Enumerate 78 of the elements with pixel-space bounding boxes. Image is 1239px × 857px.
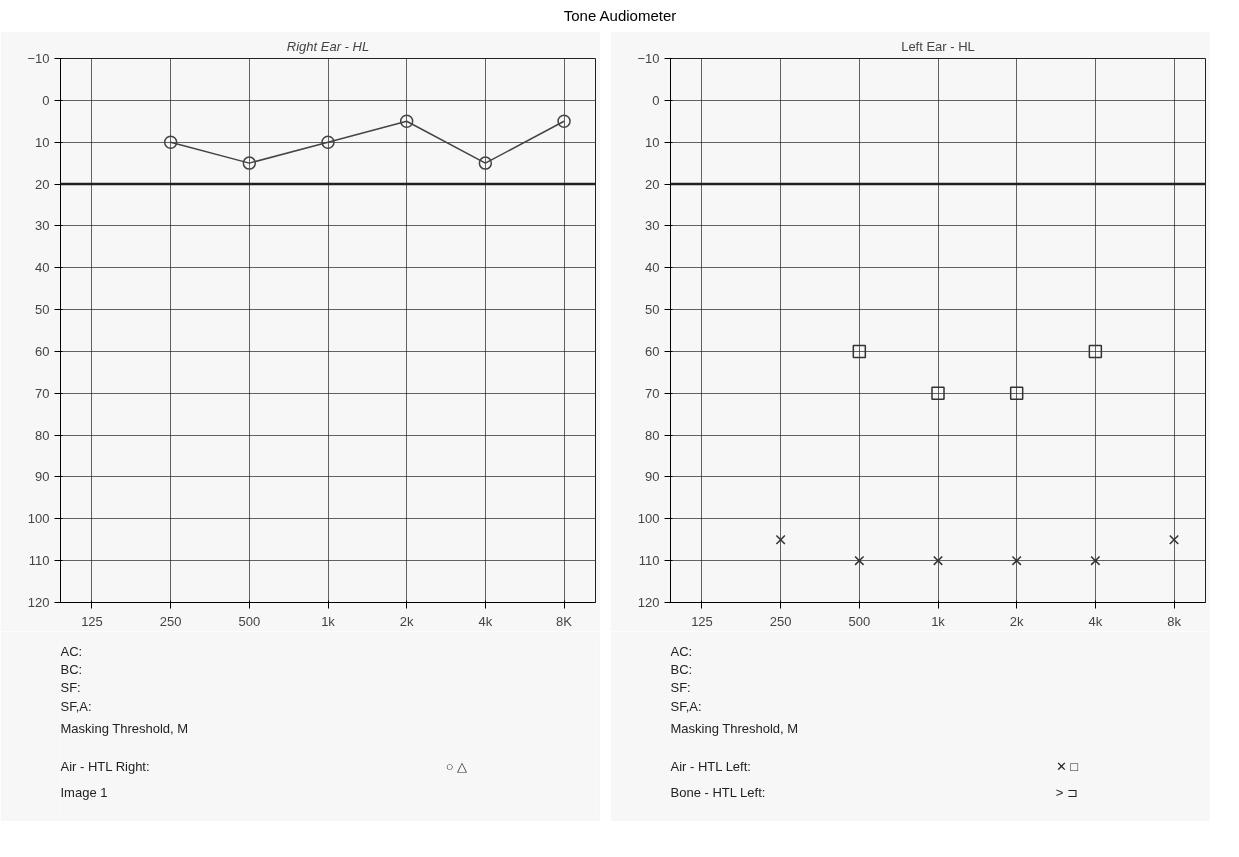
x-tick-label: 2k xyxy=(1009,613,1025,629)
y-tick-label: 10 xyxy=(645,135,660,151)
y-tick-label: 120 xyxy=(637,595,660,611)
y-tick-label: −10 xyxy=(27,51,50,67)
text: BC: xyxy=(670,662,693,678)
text: Masking Threshold, M xyxy=(60,721,189,737)
point xyxy=(933,556,943,567)
text: SF,A: xyxy=(670,699,702,715)
y-tick-label: 100 xyxy=(27,511,50,527)
text: BC: xyxy=(60,662,83,678)
y-tick-label: 0 xyxy=(42,93,50,109)
y-tick-label: 80 xyxy=(645,428,660,444)
point xyxy=(1088,345,1103,359)
y-tick-label: 100 xyxy=(637,511,660,527)
text: SF: xyxy=(670,680,691,696)
y-tick-label: 110 xyxy=(638,553,660,569)
x-tick-label: 1k xyxy=(321,613,336,629)
y-tick-label: 50 xyxy=(645,302,660,318)
point xyxy=(163,135,178,150)
text: SF: xyxy=(60,680,81,696)
y-tick-label: 20 xyxy=(35,176,50,192)
x-tick-label: 8K xyxy=(556,613,573,629)
y-tick-label: 40 xyxy=(35,260,50,276)
text: Bone - HTL Left: xyxy=(670,785,766,801)
y-tick-label: 30 xyxy=(35,218,50,234)
y-tick-label: 90 xyxy=(645,469,660,485)
y-tick-label: 10 xyxy=(35,135,50,151)
text: > ⊐ xyxy=(1055,785,1078,801)
text: ✕ □ xyxy=(1055,759,1079,775)
text: Air - HTL Left: xyxy=(670,759,751,775)
point xyxy=(321,135,335,150)
x-tick-label: 500 xyxy=(848,613,871,629)
point xyxy=(242,156,257,171)
y-tick-label: 0 xyxy=(652,93,660,109)
x-tick-label: 1k xyxy=(931,613,946,629)
y-tick-label: 60 xyxy=(645,344,660,360)
y-tick-label: 60 xyxy=(35,344,50,360)
point xyxy=(1011,556,1022,567)
point xyxy=(1090,556,1101,567)
text: AC: xyxy=(60,644,83,660)
point xyxy=(931,386,945,401)
x-tick-label: 250 xyxy=(159,613,182,629)
y-tick-label: 70 xyxy=(35,386,50,402)
x-tick-label: 125 xyxy=(81,613,103,629)
point xyxy=(852,345,867,359)
point xyxy=(478,156,493,171)
y-tick-label: 20 xyxy=(645,176,660,192)
text: Masking Threshold, M xyxy=(670,721,799,737)
x-tick-label: 125 xyxy=(691,613,713,629)
x-tick-label: 4k xyxy=(478,613,493,629)
point xyxy=(854,556,865,567)
text: Air - HTL Right: xyxy=(60,759,150,775)
y-tick-label: −10 xyxy=(637,51,660,67)
point xyxy=(1169,535,1180,546)
point xyxy=(557,114,571,129)
chart-subtitle: Right Ear - HL xyxy=(286,38,370,54)
x-tick-label: 2k xyxy=(399,613,415,629)
text: ○ △ xyxy=(445,759,468,775)
x-tick-label: 8k xyxy=(1167,613,1182,629)
y-tick-label: 80 xyxy=(35,428,50,444)
x-tick-label: 500 xyxy=(238,613,261,629)
y-tick-label: 110 xyxy=(28,553,50,569)
y-tick-label: 70 xyxy=(645,386,660,402)
point xyxy=(775,535,786,546)
text: AC: xyxy=(670,644,693,660)
text: SF,A: xyxy=(60,699,92,715)
y-tick-label: 120 xyxy=(27,595,50,611)
y-tick-label: 50 xyxy=(35,302,50,318)
x-tick-label: 250 xyxy=(769,613,792,629)
point xyxy=(1009,386,1024,401)
chart-subtitle: Left Ear - HL xyxy=(901,38,975,54)
y-tick-label: 30 xyxy=(645,218,660,234)
point xyxy=(399,114,414,129)
text: Image 1 xyxy=(60,785,108,801)
x-tick-label: 4k xyxy=(1088,613,1103,629)
y-tick-label: 90 xyxy=(35,469,50,485)
y-tick-label: 40 xyxy=(645,260,660,276)
chart-title: Tone Audiometer xyxy=(563,6,677,26)
